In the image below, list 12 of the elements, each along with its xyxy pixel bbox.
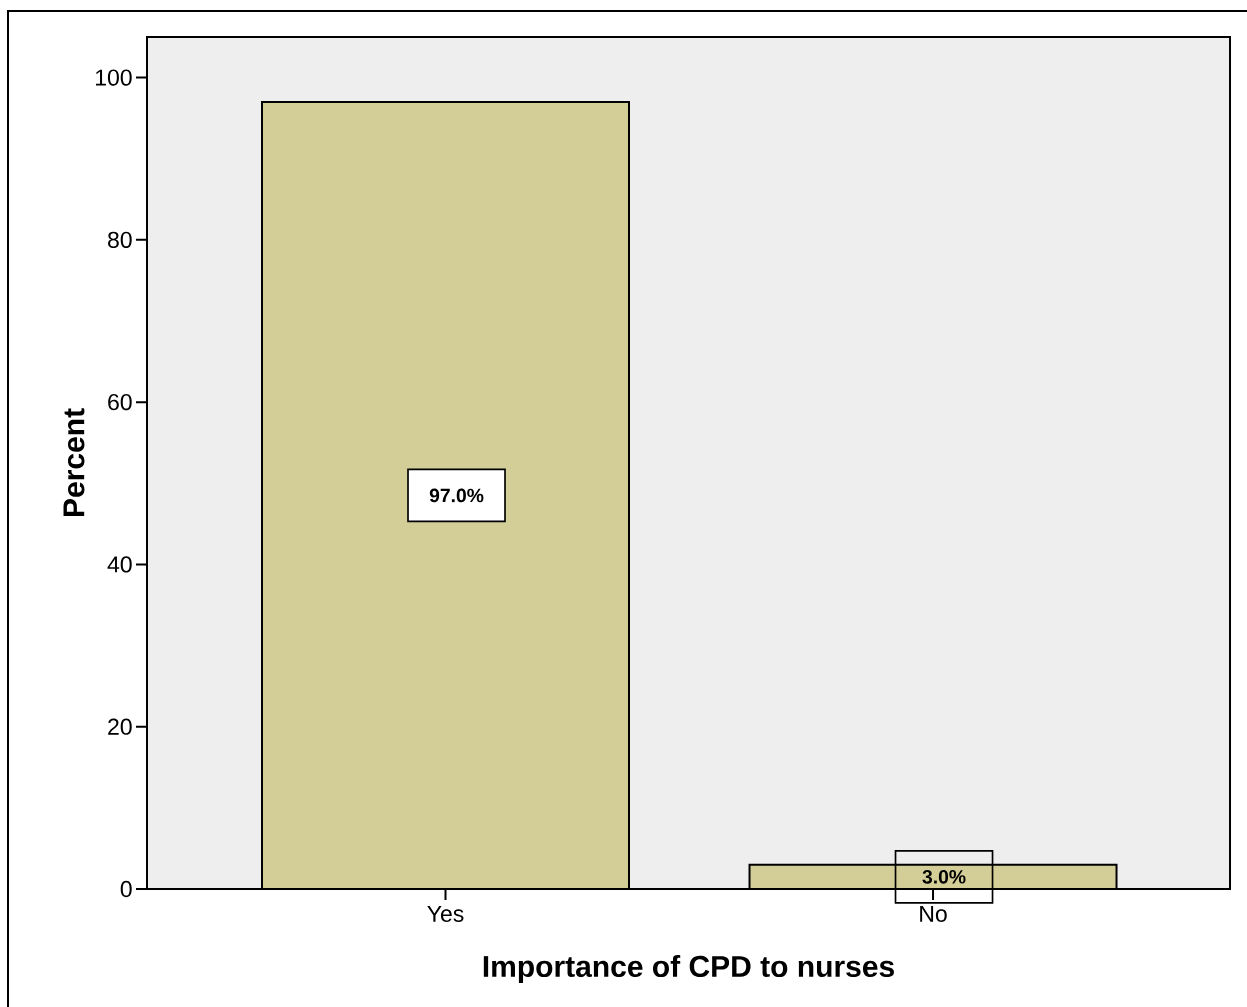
y-axis-title: Percent (63, 408, 85, 516)
y-tick-label: 20 (108, 718, 132, 735)
data-label: 97.0% (429, 488, 484, 503)
y-tick-label: 60 (108, 394, 132, 411)
x-tick-label: Yes (427, 905, 464, 922)
data-label: 3.0% (922, 869, 966, 884)
y-tick-label: 40 (107, 556, 132, 573)
y-tick-label: 80 (108, 231, 132, 248)
x-axis-title: Importance of CPD to nurses (483, 955, 894, 984)
y-tick-label: 100 (95, 69, 132, 86)
x-tick-label: No (920, 905, 947, 922)
y-tick-label: 0 (120, 880, 132, 898)
